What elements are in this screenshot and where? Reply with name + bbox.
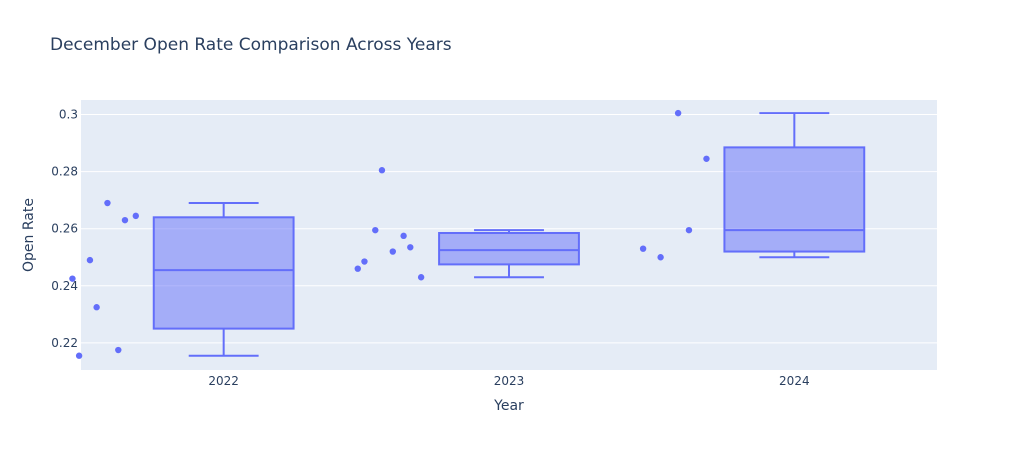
- data-point: [639, 245, 647, 252]
- chart-title: December Open Rate Comparison Across Yea…: [50, 35, 452, 55]
- data-point: [389, 248, 396, 255]
- data-point: [372, 226, 379, 234]
- data-point: [657, 254, 664, 261]
- data-point: [407, 244, 414, 251]
- data-point: [703, 155, 710, 162]
- data-point: [115, 346, 122, 354]
- iqr-box: [152, 216, 295, 330]
- data-points: [69, 109, 710, 359]
- data-point: [400, 232, 407, 240]
- y-tick-label: 0.22: [51, 336, 78, 350]
- data-point: [132, 212, 139, 220]
- data-point: [674, 109, 682, 117]
- data-point: [354, 265, 361, 272]
- iqr-box: [723, 146, 866, 253]
- data-point: [86, 256, 94, 264]
- y-axis-title: Open Rate: [21, 198, 37, 272]
- data-point: [121, 216, 129, 224]
- data-point: [93, 304, 100, 311]
- data-point: [685, 226, 693, 234]
- x-tick-label: 2023: [494, 374, 525, 388]
- boxes: [152, 112, 866, 357]
- box-2022: [152, 202, 295, 357]
- axes: 0.22 0.24 0.26 0.28 0.3 2022 2023 2024: [51, 108, 809, 388]
- data-point: [75, 352, 83, 359]
- y-tick-label: 0.28: [51, 165, 78, 179]
- x-tick-label: 2024: [779, 374, 810, 388]
- box-2023: [438, 229, 580, 279]
- x-axis-title: Year: [493, 398, 524, 414]
- y-tick-label: 0.24: [51, 279, 78, 293]
- data-point: [378, 167, 386, 174]
- data-point: [417, 274, 425, 281]
- x-tick-label: 2022: [208, 374, 239, 388]
- y-tick-label: 0.3: [59, 108, 78, 122]
- data-point: [361, 258, 368, 265]
- iqr-box: [438, 232, 580, 266]
- box-2024: [723, 112, 866, 259]
- data-point: [104, 199, 111, 207]
- data-point: [69, 275, 76, 282]
- y-tick-label: 0.26: [51, 222, 78, 236]
